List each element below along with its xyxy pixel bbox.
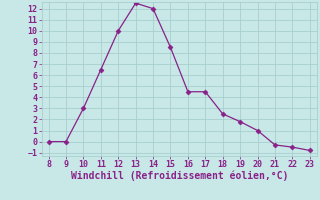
- X-axis label: Windchill (Refroidissement éolien,°C): Windchill (Refroidissement éolien,°C): [70, 171, 288, 181]
